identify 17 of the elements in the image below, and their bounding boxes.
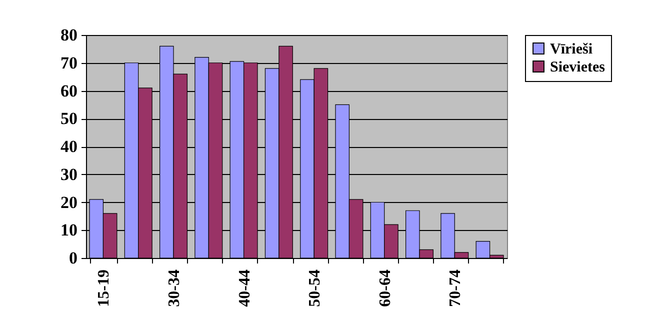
x-tick-label: 30-34	[166, 270, 184, 307]
y-tick-label: 60	[60, 81, 78, 100]
y-tick-label: 30	[60, 164, 78, 184]
y-tick-label: 80	[60, 26, 78, 44]
x-tick-label: 70-74	[447, 270, 464, 307]
x-tick-label: 15-19	[96, 270, 113, 307]
legend-label: Sievietes	[550, 60, 606, 76]
legend-label: Vīrieši	[550, 42, 592, 58]
x-tick-label: 40-44	[236, 270, 254, 307]
y-tick-label: 20	[60, 192, 78, 212]
y-tick-label: 50	[60, 109, 78, 128]
y-tick-label: 0	[69, 248, 78, 268]
x-tick-label: 60-64	[376, 270, 394, 307]
y-tick-label: 40	[60, 137, 78, 156]
y-tick-label: 70	[60, 53, 78, 72]
y-tick-label: 10	[60, 220, 78, 240]
x-tick-label: 50-54	[306, 270, 324, 307]
